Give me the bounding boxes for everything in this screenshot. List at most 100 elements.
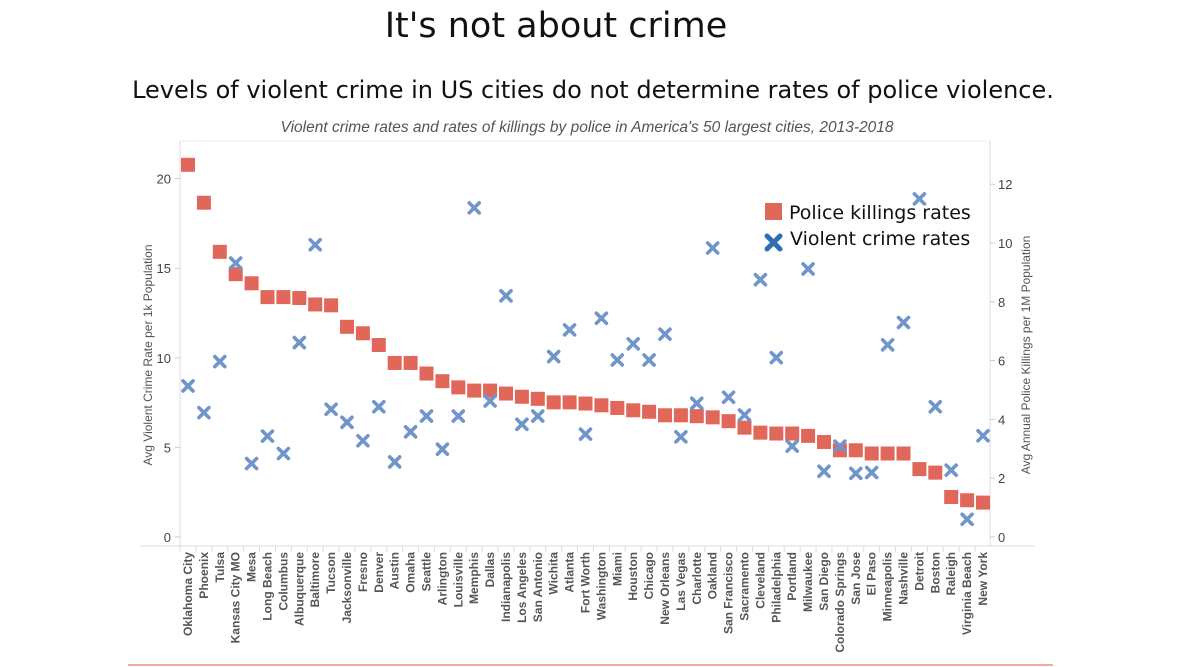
police-killings-point (483, 383, 498, 398)
x-tick-label: Cleveland (753, 552, 767, 609)
police-killings-point (976, 495, 990, 510)
police-killings-point (880, 446, 895, 461)
violent-crime-point (849, 466, 863, 481)
x-tick-label: Los Angeles (515, 552, 529, 623)
x-tick-label: El Paso (865, 552, 879, 595)
police-killings-point (753, 425, 768, 440)
police-killings-point (276, 290, 291, 305)
police-killings-point (324, 298, 339, 313)
violent-crime-point (928, 399, 943, 414)
violent-crime-point (546, 349, 561, 364)
violent-crime-point (260, 429, 275, 443)
violent-crime-point (769, 350, 784, 365)
violent-crime-point (610, 353, 625, 367)
violent-crime-point (976, 428, 990, 443)
page-title: It's not about crime (384, 6, 728, 46)
violent-crime-point (737, 408, 752, 422)
x-tick-label: Raleigh (944, 552, 958, 595)
police-killings-point (403, 355, 418, 370)
x-tick-label: Tucson (324, 552, 338, 594)
x-tick-label: Houston (626, 552, 640, 601)
x-tick-label: Arlington (435, 552, 449, 605)
police-killings-point (260, 290, 275, 305)
x-tick-label: Mesa (245, 552, 259, 582)
x-tick-label: Indianapolis (499, 552, 513, 622)
police-killings-point (785, 426, 800, 441)
police-killings-point (610, 400, 625, 415)
police-killings-point (562, 395, 577, 410)
police-killings-point (530, 391, 545, 406)
violent-crime-point (324, 402, 338, 417)
police-killings-point (944, 490, 959, 505)
x-tick-label: Denver (372, 552, 386, 593)
x-tick-label: Minneapolis (881, 552, 895, 622)
x-tick-label: Albuquerque (292, 552, 306, 626)
violent-crime-point (562, 323, 577, 337)
legend: Police killings rates Violent crime rate… (764, 202, 971, 252)
violent-crime-point (880, 338, 895, 352)
police-killings-point (499, 386, 513, 401)
violent-crime-point (944, 463, 958, 477)
violent-crime-point (817, 464, 831, 479)
x-tick-label: Virginia Beach (960, 552, 974, 635)
legend-square-icon (765, 203, 782, 220)
x-tick-label: Charlotte (690, 552, 704, 605)
y-left-tick-label: 5 (164, 440, 171, 455)
x-tick-label: Fresno (356, 552, 370, 592)
legend-violent-crime: Violent crime rates (790, 228, 970, 250)
x-tick-label: Memphis (467, 552, 481, 604)
x-tick-label: Seattle (420, 552, 434, 592)
police-killings-point (705, 410, 720, 425)
police-killings-point (801, 428, 816, 443)
violent-crime-point (419, 409, 434, 423)
x-tick-label: Long Beach (261, 552, 275, 621)
police-killings-point (673, 408, 688, 423)
police-killings-point (737, 420, 752, 435)
violent-crime-point (356, 433, 370, 448)
violent-crime-point (912, 192, 927, 206)
x-tick-label: Washington (594, 552, 608, 620)
y-left-tick-label: 20 (157, 172, 171, 187)
police-killings-point (292, 290, 307, 305)
violent-crime-point (372, 399, 386, 414)
violent-crime-point (960, 512, 974, 527)
violent-crime-point (483, 394, 497, 408)
violent-crime-point (197, 405, 211, 420)
y-left-tick-label: 10 (157, 351, 171, 366)
x-tick-label: Las Vegas (674, 552, 688, 611)
violent-crime-point (451, 409, 466, 423)
x-tick-label: Austin (388, 552, 402, 589)
y-left-tick-label: 15 (157, 261, 171, 276)
y-right-tick-label: 12 (998, 177, 1012, 192)
x-tick-label: New York (976, 552, 990, 606)
police-killings-point (340, 319, 354, 334)
violent-crime-point (833, 439, 847, 453)
x-tick-label: Fort Worth (579, 552, 593, 613)
police-killings-point (626, 403, 641, 418)
violent-crime-point (340, 415, 354, 430)
x-tick-label: Detroit (912, 552, 926, 591)
x-tick-label: Dallas (483, 552, 497, 588)
police-killings-point (642, 404, 657, 419)
violent-crime-point (674, 430, 688, 444)
police-killings-point (244, 276, 259, 291)
y-right-tick-label: 8 (998, 295, 1005, 310)
police-killings-point (864, 446, 879, 461)
x-tick-label: New Orleans (658, 552, 672, 625)
violent-crime-point (213, 354, 227, 369)
x-tick-label: Phoenix (197, 552, 211, 599)
x-tick-label: Colorado Springs (833, 552, 847, 653)
x-tick-label: Atlanta (563, 552, 577, 593)
police-killings-point (435, 374, 450, 389)
x-tick-label: Tulsa (213, 552, 227, 583)
page-subtitle: Levels of violent crime in US cities do … (132, 76, 1054, 104)
violent-crime-point (578, 427, 593, 441)
police-killings-point (371, 338, 386, 353)
violent-crime-point (801, 262, 815, 276)
police-killings-point (960, 493, 975, 508)
police-killings-point (928, 465, 943, 480)
violent-crime-point (467, 201, 481, 215)
x-tick-label: Louisville (451, 552, 465, 608)
x-tick-label: Portland (785, 552, 799, 601)
violent-crime-point (403, 425, 418, 439)
